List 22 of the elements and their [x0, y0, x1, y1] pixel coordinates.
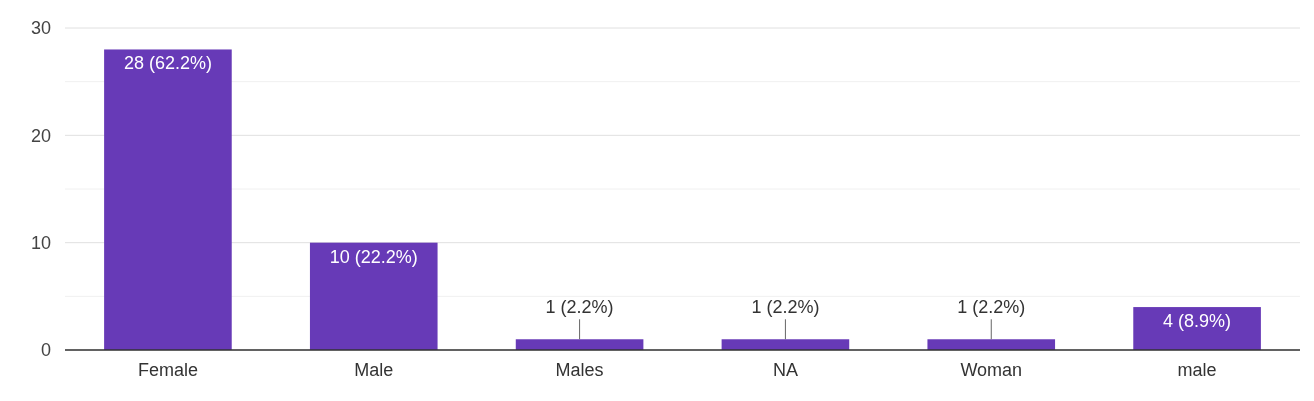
x-tick-label: male — [1177, 360, 1217, 380]
bar — [1133, 307, 1261, 350]
y-tick-label: 10 — [30, 232, 51, 253]
bar — [309, 242, 438, 350]
y-tick-label: 30 — [30, 18, 51, 39]
x-tick-label: Male — [354, 360, 394, 380]
data-label: 28 (62.2%) — [123, 53, 212, 74]
y-tick-label: 0 — [40, 340, 51, 361]
data-label: 1 (2.2%) — [545, 297, 614, 318]
data-label: 1 (2.2%) — [751, 297, 820, 318]
x-tick-label: Males — [555, 360, 604, 380]
y-tick-label: 20 — [30, 125, 51, 146]
x-tick-label: NA — [772, 360, 798, 380]
data-label: 1 (2.2%) — [957, 297, 1026, 318]
data-label: 4 (8.9%) — [1163, 311, 1232, 332]
x-tick-label: Woman — [960, 360, 1023, 380]
bar — [515, 339, 644, 350]
data-label: 10 (22.2%) — [329, 246, 418, 267]
bar — [104, 49, 232, 350]
bar — [927, 339, 1056, 350]
x-tick-label: Female — [137, 360, 198, 380]
bar — [721, 339, 850, 350]
